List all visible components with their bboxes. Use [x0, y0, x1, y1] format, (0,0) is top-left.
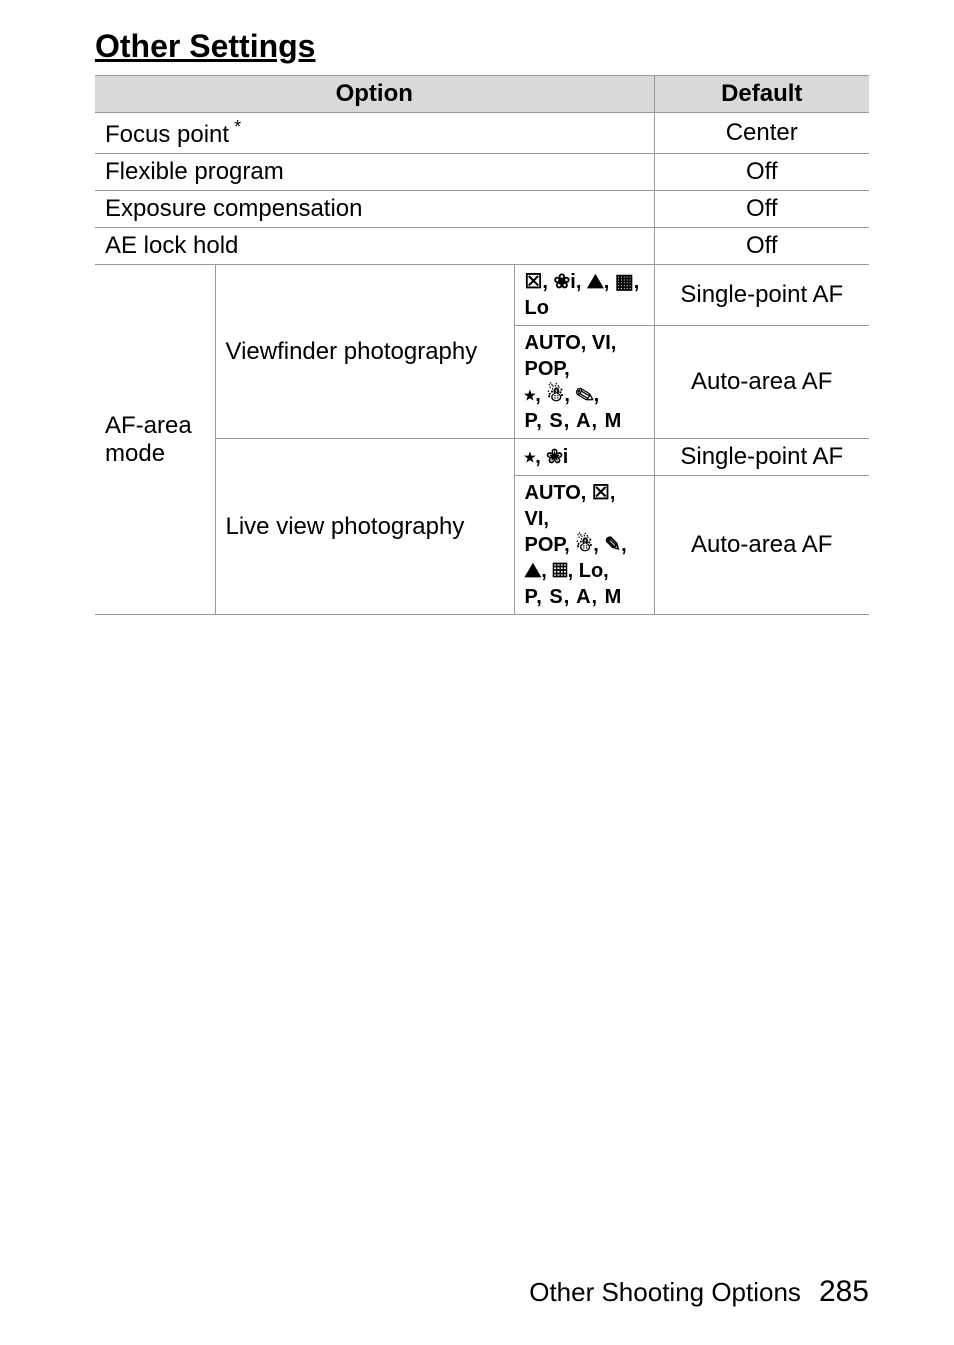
modes-cell: AUTO, ☒, VI, POP, ☃, ✎, ⛰, ▦, Lo, P, S, … — [514, 476, 654, 615]
column-default-header: Default — [654, 76, 869, 113]
mode-psam-line: P, S, A, M — [525, 584, 644, 610]
mode-icons-line: POP, ☃, ✎, — [525, 532, 644, 558]
mode-icons-line: AUTO, VI, POP, — [525, 330, 644, 382]
option-cell: Exposure compensation — [95, 191, 654, 228]
footer-chapter: Other Shooting Options — [529, 1277, 801, 1308]
mode-icons-line: ⛰, ▦, Lo, — [525, 558, 644, 584]
default-cell: Auto-area AF — [654, 476, 869, 615]
footer-page-number: 285 — [819, 1275, 869, 1309]
modes-cell: AUTO, VI, POP, ⭒, ☃, ✎, P, S, A, M — [514, 326, 654, 439]
table-row: Exposure compensationOff — [95, 191, 869, 228]
mode-icons-line: ⭒, ☃, ✎, — [525, 382, 644, 408]
modes-cell: ☒, ❀i, ⛰, ▦, Lo — [514, 265, 654, 326]
mode-icons: ⭒, ❀i — [525, 444, 569, 470]
table-row: AE lock holdOff — [95, 228, 869, 265]
settings-table: Option Default Focus point *CenterFlexib… — [95, 75, 869, 615]
default-cell: Off — [654, 191, 869, 228]
mode-icons-line: AUTO, ☒, VI, — [525, 480, 644, 532]
default-cell: Off — [654, 154, 869, 191]
section-title: Other Settings — [95, 28, 869, 65]
table-row: AF-area mode Viewfinder photography ☒, ❀… — [95, 265, 869, 326]
footnote-star: * — [229, 117, 241, 137]
option-cell: Focus point * — [95, 113, 654, 154]
table-row: Focus point *Center — [95, 113, 869, 154]
column-option-header: Option — [95, 76, 654, 113]
af-area-label-cell: AF-area mode — [95, 265, 215, 615]
option-cell: AE lock hold — [95, 228, 654, 265]
default-cell: Single-point AF — [654, 439, 869, 476]
modes-cell: ⭒, ❀i — [514, 439, 654, 476]
mode-psam-line: P, S, A, M — [525, 408, 644, 434]
default-cell: Center — [654, 113, 869, 154]
default-cell: Single-point AF — [654, 265, 869, 326]
default-cell: Off — [654, 228, 869, 265]
viewfinder-sublabel-cell: Viewfinder photography — [215, 265, 514, 439]
option-cell: Flexible program — [95, 154, 654, 191]
liveview-sublabel-cell: Live view photography — [215, 439, 514, 615]
default-cell: Auto-area AF — [654, 326, 869, 439]
mode-icons: ☒, ❀i, ⛰, ▦, Lo — [525, 269, 644, 321]
page-footer: Other Shooting Options 285 — [529, 1275, 869, 1309]
table-row: Flexible programOff — [95, 154, 869, 191]
